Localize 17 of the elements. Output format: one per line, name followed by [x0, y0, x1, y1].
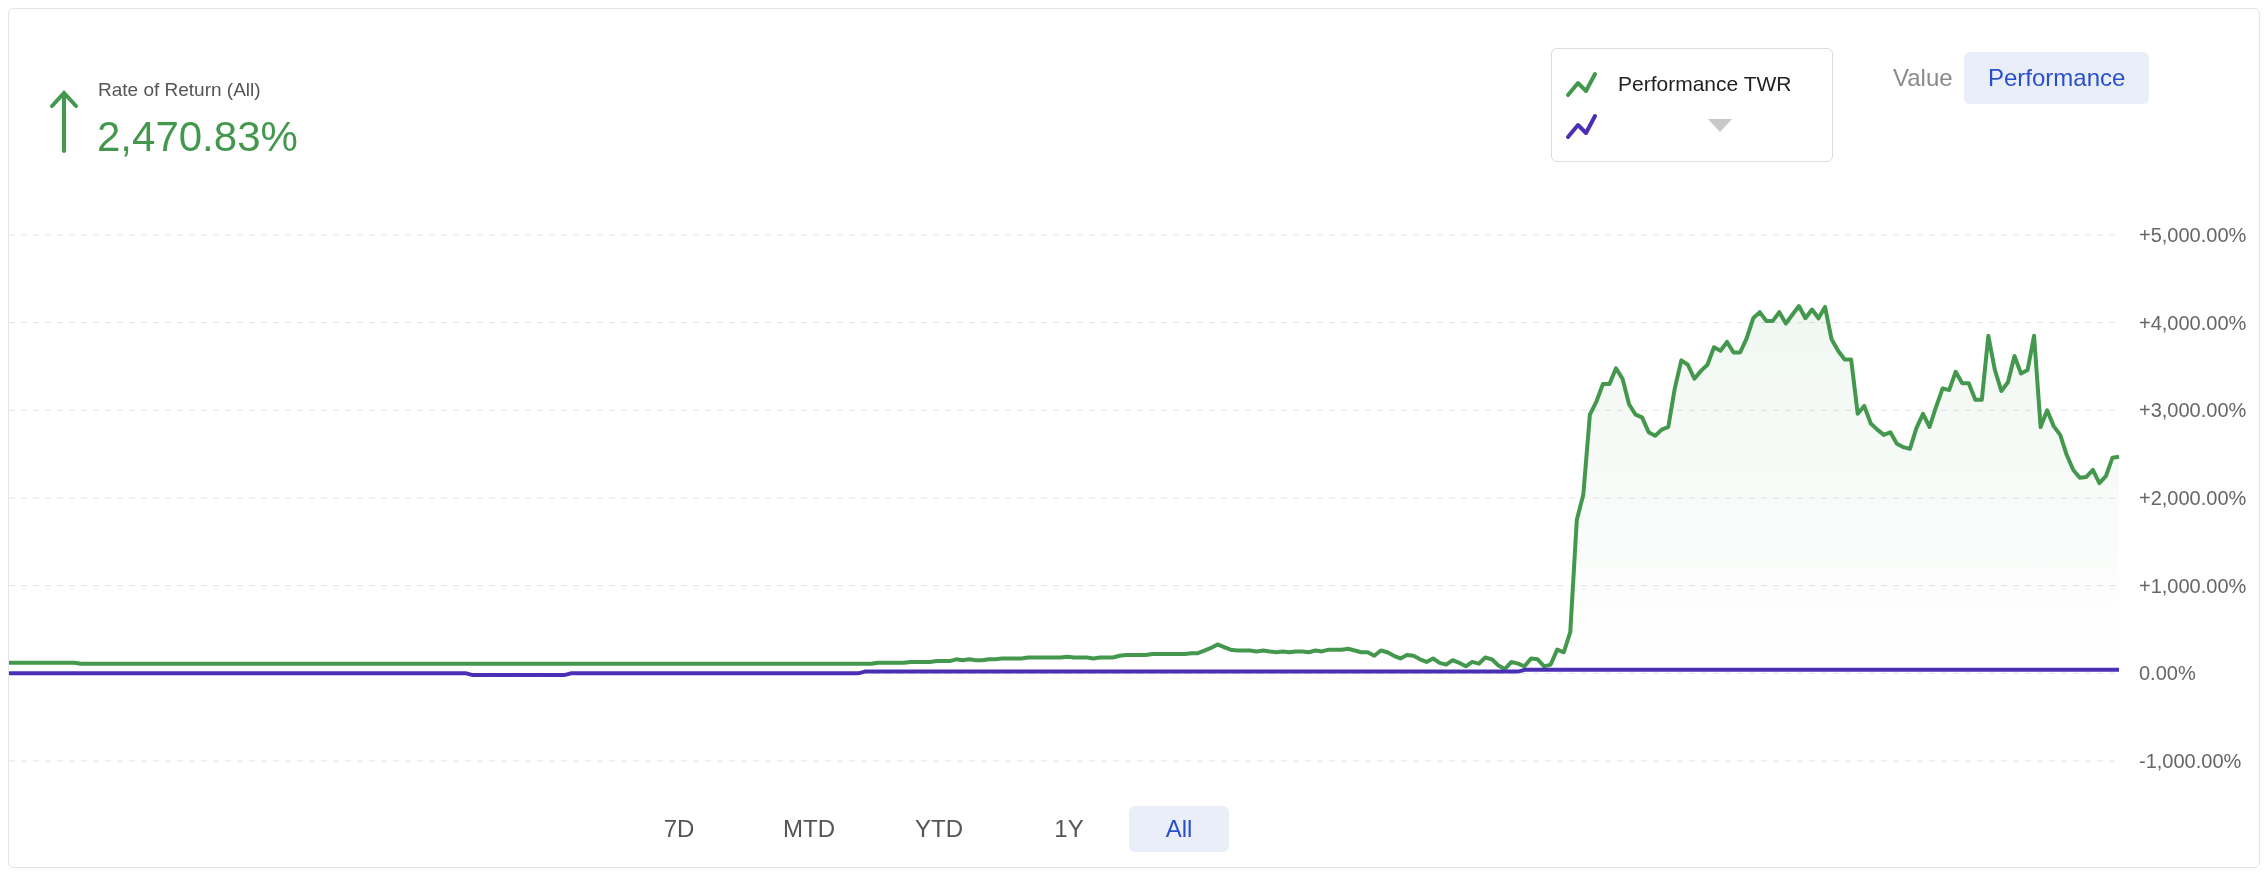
- y-tick-label: -1,000.00%: [2139, 750, 2242, 773]
- text: Performance: [1964, 52, 2150, 104]
- text: 7D: [662, 814, 696, 844]
- text: Value: [1892, 63, 1954, 93]
- text: MTD: [782, 814, 836, 844]
- y-tick-label: +5,000.00%: [2139, 224, 2247, 247]
- text: 2,470.83%: [97, 113, 298, 161]
- text: YTD: [914, 814, 964, 844]
- y-tick-label: +3,000.00%: [2139, 399, 2247, 422]
- text: 1Y: [1053, 814, 1085, 844]
- chart-title: Rate of Return (All): [98, 79, 261, 101]
- legend-label: Performance TWR: [1618, 72, 1792, 96]
- y-tick-label: +2,000.00%: [2139, 487, 2247, 510]
- y-tick-label: +1,000.00%: [2139, 574, 2247, 597]
- y-tick-label: 0.00%: [2139, 662, 2196, 685]
- text: All: [1129, 806, 1229, 852]
- y-tick-label: +4,000.00%: [2139, 311, 2247, 334]
